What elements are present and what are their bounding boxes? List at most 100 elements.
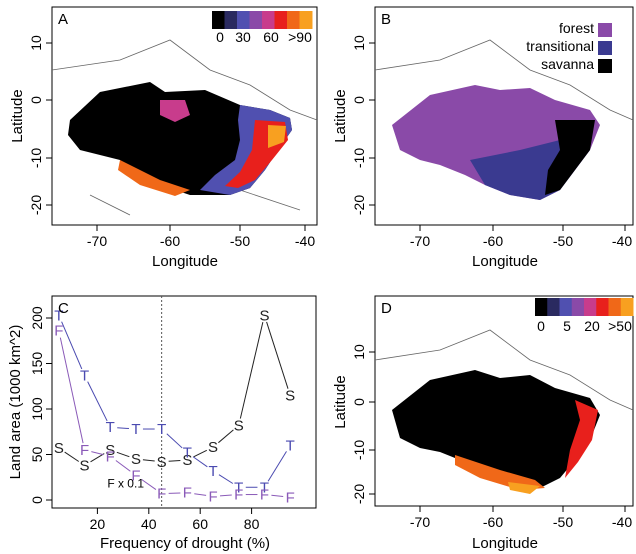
legend-transitional-swatch — [598, 41, 612, 55]
panel-a-xtick-label: -60 — [160, 233, 180, 249]
series-f-segment — [115, 460, 131, 472]
panel-b-ylabel: Latitude — [332, 89, 349, 142]
panel-d-xtick-label: -50 — [553, 514, 573, 530]
panel-b-map — [374, 39, 634, 200]
legend-forest-swatch — [598, 23, 612, 37]
panel-a-xlabel: Longitude — [152, 253, 218, 270]
series-s-point: S — [105, 442, 115, 459]
panel-b-ytick-label: 10 — [351, 35, 367, 51]
panel-d-colorbar-swatch — [535, 298, 548, 316]
panel-d-colorbar-swatch — [547, 298, 560, 316]
panel-b-savanna-region — [545, 120, 595, 195]
panel-d-colorbar — [535, 298, 634, 316]
panel-b-xtick-label: -50 — [553, 233, 573, 249]
panel-a-borders — [89, 189, 301, 216]
legend-savanna-label: savanna — [541, 56, 594, 72]
panel-a-ytick-label: 0 — [28, 96, 44, 104]
panel-d-colorbar-label-3: >50 — [608, 318, 632, 334]
panel-b-ytick-label: 0 — [351, 96, 367, 104]
panel-c-label: C — [58, 300, 69, 317]
panel-a-ytick-label: -10 — [28, 148, 44, 168]
series-f-segment — [194, 493, 207, 496]
panel-a-colorbar-swatch — [237, 11, 250, 29]
panel-d-map — [374, 329, 634, 494]
panel-d-ytick-label: -20 — [351, 484, 367, 504]
series-f-point: F — [157, 486, 166, 503]
series-t-point: T — [234, 479, 243, 496]
series-f-point: F — [234, 487, 243, 504]
panel-a-map — [51, 39, 318, 216]
panel-d-colorbar-label-0: 0 — [537, 318, 545, 334]
panel-a-colorbar — [212, 11, 313, 29]
panel-a: A 0 30 60 >90 -70 -60 -50 -40 10 0 -10 -… — [9, 6, 318, 270]
panel-c-ylabel: Land area (1000 km^2) — [7, 325, 24, 480]
panel-d-region-south — [455, 455, 545, 490]
series-t-segment — [267, 451, 287, 482]
series-f-point: F — [208, 488, 217, 505]
series-s-point: S — [234, 417, 244, 434]
panel-d-region-max — [508, 482, 540, 494]
series-f-segment — [219, 494, 232, 497]
series-t-point: T — [183, 445, 192, 462]
panel-c-ytick-label: 150 — [29, 352, 45, 376]
panel-b-xtick-label: -60 — [483, 233, 503, 249]
series-f-point: F — [106, 448, 115, 465]
series-s-point: S — [208, 439, 218, 456]
panel-b-coastline — [374, 39, 634, 121]
panel-c-annotation: F x 0.1 — [107, 476, 144, 490]
panel-a-xtick-label: -40 — [295, 233, 315, 249]
panel-c-frame — [51, 295, 317, 509]
series-s-segment — [193, 449, 208, 458]
series-t-segment — [218, 474, 234, 484]
series-t-point: T — [80, 367, 89, 384]
panel-d-colorbar-swatch — [620, 298, 634, 316]
series-t-segment — [192, 456, 208, 468]
series-f-point: F — [183, 485, 192, 502]
panel-c-xtick-label: 20 — [90, 516, 106, 532]
panel-a-ytick-label: 10 — [28, 35, 44, 51]
panel-a-colorbar-swatch — [299, 11, 313, 29]
series-f-point: F — [54, 323, 63, 340]
series-t-point: T — [208, 463, 217, 480]
legend-transitional-label: transitional — [526, 38, 594, 54]
series-s-segment — [90, 453, 105, 463]
series-t-point: T — [157, 421, 166, 438]
panel-a-ytick-label: -20 — [28, 195, 44, 215]
series-t-point: T — [106, 419, 115, 436]
panel-a-colorbar-label-2: 60 — [263, 29, 279, 45]
panel-a-region-center — [160, 100, 190, 122]
legend-savanna-swatch — [598, 59, 612, 73]
panel-b-ytick-label: -20 — [351, 195, 367, 215]
panel-c-xtick-label: 80 — [244, 516, 260, 532]
panel-b-ytick-label: -10 — [351, 148, 367, 168]
series-t-point: T — [260, 479, 269, 496]
series-s-point: S — [157, 454, 167, 471]
panel-b-xtick-label: -70 — [410, 233, 430, 249]
legend-forest-label: forest — [559, 20, 594, 36]
series-f-segment — [91, 451, 104, 456]
panel-d-colorbar-swatch — [559, 298, 573, 316]
panel-a-xtick-label: -50 — [230, 233, 250, 249]
panel-a-colorbar-swatch — [274, 11, 288, 29]
series-s-segment — [218, 429, 234, 444]
series-t-point: T — [131, 421, 140, 438]
panel-a-colorbar-label-1: 30 — [235, 29, 251, 45]
panel-c-xtick-label: 40 — [141, 516, 157, 532]
panel-a-colorbar-swatch — [212, 11, 225, 29]
series-s-point: S — [285, 387, 295, 404]
panel-d-ytick-label: -10 — [351, 440, 367, 460]
panel-d-region — [392, 370, 600, 488]
panel-c-axes: 20 40 60 80 0 50 100 150 200 — [29, 306, 260, 532]
series-s-point: S — [54, 440, 64, 457]
panel-a-coastline — [51, 39, 318, 121]
series-f-point: F — [80, 442, 89, 459]
panel-c-ytick-label: 0 — [29, 496, 45, 504]
panel-a-region-max — [268, 125, 286, 148]
panel-d-xtick-label: -40 — [612, 514, 632, 530]
panel-a-colorbar-swatch — [287, 11, 300, 29]
panel-d: D 0 5 20 >50 -70 -60 -50 -40 10 0 -10 -2… — [332, 295, 634, 552]
series-t-point: T — [54, 307, 63, 324]
series-f-segment — [141, 479, 157, 490]
